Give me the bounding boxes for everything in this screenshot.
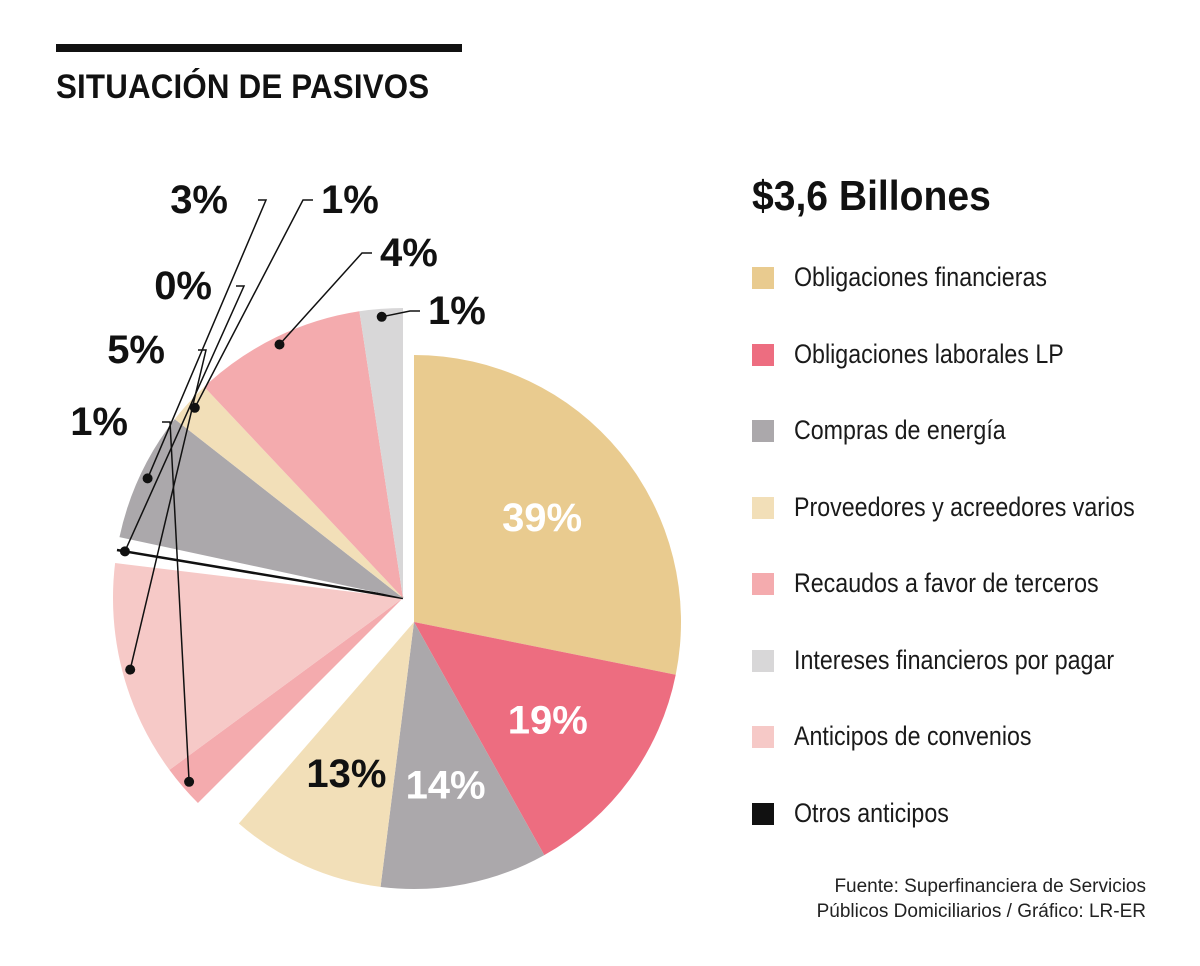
legend-label: Proveedores y acreedores varios bbox=[794, 491, 1135, 522]
leader-line bbox=[124, 285, 246, 552]
slice-recaudos-a-favor-de-terceros-detail bbox=[204, 311, 403, 598]
leader-dot bbox=[376, 311, 387, 322]
legend-label: Otros anticipos bbox=[794, 797, 949, 828]
legend-item-recaudos-a-favor-de-terceros: Recaudos a favor de terceros bbox=[752, 561, 1190, 638]
slice-label-proveedores-y-acreedores-varios: 13% bbox=[306, 752, 386, 796]
legend-item-otros-anticipos: Otros anticipos bbox=[752, 791, 1190, 868]
slice-proveedores-y-acreedores-varios bbox=[238, 622, 414, 887]
legend-swatch bbox=[752, 496, 774, 519]
legend-label: Obligaciones financieras bbox=[794, 262, 1047, 292]
legend-swatch bbox=[752, 420, 774, 442]
legend-swatch bbox=[752, 802, 774, 825]
slice-label-obligaciones-laborales-lp: 19% bbox=[508, 699, 588, 743]
source-line-1: Fuente: Superfinanciera de Servicios bbox=[834, 876, 1146, 897]
legend-item-proveedores-y-acreedores-varios: Proveedores y acreedores varios bbox=[752, 485, 1190, 562]
pie-slices bbox=[112, 308, 681, 889]
slice-compras-de-energia-detail bbox=[119, 419, 404, 598]
leader-line bbox=[129, 349, 207, 670]
source-line-2: Públicos Domiciliarios / Gráfico: LR-ER bbox=[816, 901, 1146, 922]
callout-label: 1% bbox=[70, 400, 128, 444]
leader-dot bbox=[184, 776, 195, 787]
leader-dot bbox=[142, 473, 153, 484]
slice-otros-anticipos-detail bbox=[116, 548, 404, 600]
legend-item-obligaciones-laborales-lp: Obligaciones laborales LP bbox=[752, 332, 1190, 409]
legend-swatch bbox=[752, 726, 774, 748]
slice-proveedores-y-acreedores-varios-detail bbox=[174, 386, 403, 598]
slice-label-compras-de-energia: 14% bbox=[406, 764, 486, 808]
legend-item-obligaciones-financieras: Obligaciones financieras bbox=[752, 255, 1190, 332]
title-rule bbox=[56, 44, 462, 52]
callout-label: 1% bbox=[321, 178, 379, 222]
callout-label: 3% bbox=[170, 178, 228, 222]
slice-compras-de-energia bbox=[380, 622, 545, 889]
callout-label: 1% bbox=[428, 289, 486, 333]
leader-line bbox=[146, 199, 268, 479]
legend-item-anticipos-de-convenios: Anticipos de convenios bbox=[752, 714, 1190, 791]
leader-line bbox=[278, 252, 372, 346]
legend-swatch bbox=[752, 267, 774, 289]
legend-swatch bbox=[752, 343, 774, 366]
leader-dot bbox=[125, 664, 136, 675]
slice-recaudos-a-favor-de-terceros-detail bbox=[169, 598, 403, 804]
legend: Obligaciones financieras Obligaciones lab… bbox=[752, 255, 1190, 867]
leader-dot bbox=[274, 339, 285, 350]
legend-label: Compras de energía bbox=[794, 415, 1006, 445]
slice-intereses-financieros-por-pagar-detail bbox=[359, 308, 403, 598]
leader-line bbox=[162, 421, 190, 782]
slice-label-obligaciones-financieras: 39% bbox=[502, 496, 582, 540]
leader-dot bbox=[189, 402, 200, 413]
legend-item-intereses-financieros-por-pagar: Intereses financieros por pagar bbox=[752, 638, 1190, 715]
callout-leaders bbox=[119, 199, 420, 787]
slice-obligaciones-financieras bbox=[414, 355, 681, 675]
callout-label: 4% bbox=[380, 231, 438, 275]
callout-label: 0% bbox=[154, 264, 212, 308]
legend-label: Anticipos de convenios bbox=[794, 721, 1032, 751]
legend-swatch bbox=[752, 649, 774, 672]
slice-obligaciones-laborales-lp bbox=[414, 622, 676, 856]
source-note: Fuente: Superfinanciera de Servicios Púb… bbox=[817, 874, 1146, 924]
chart-title: SITUACIÓN DE PASIVOS bbox=[56, 68, 430, 106]
legend-label: Intereses financieros por pagar bbox=[794, 644, 1115, 675]
legend-swatch bbox=[752, 573, 774, 595]
legend-item-compras-de-energia: Compras de energía bbox=[752, 408, 1190, 485]
callout-label: 5% bbox=[107, 328, 165, 372]
leader-line bbox=[381, 310, 420, 318]
leader-dot bbox=[119, 546, 130, 557]
total-amount: $3,6 Billones bbox=[752, 172, 991, 219]
legend-label: Obligaciones laborales LP bbox=[794, 338, 1064, 369]
legend-label: Recaudos a favor de terceros bbox=[794, 568, 1099, 598]
slice-labels: 39%19%14%13%1%5%0%3% 1%4%1% bbox=[70, 178, 588, 808]
leader-line bbox=[194, 199, 313, 409]
